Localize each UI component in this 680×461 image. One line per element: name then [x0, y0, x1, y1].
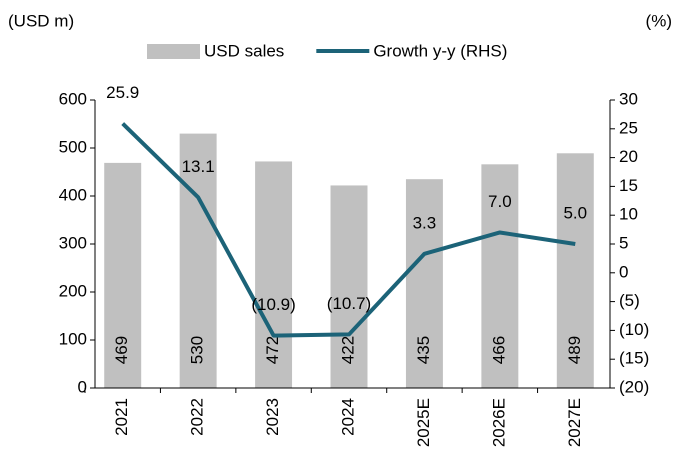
- x-tick-label: 2026E: [489, 398, 508, 447]
- y2-tick-label: (15): [619, 349, 649, 368]
- bar-value-label: 489: [565, 336, 584, 364]
- y2-axis-label: (%): [646, 11, 672, 30]
- line-value-label: 5.0: [563, 203, 587, 222]
- bar-value-label: 466: [489, 336, 508, 364]
- bar: [556, 153, 594, 388]
- bar: [330, 185, 368, 388]
- bar: [179, 133, 217, 388]
- line-value-label: 7.0: [488, 192, 512, 211]
- legend-swatch: [147, 44, 200, 59]
- y2-tick-label: (5): [619, 291, 640, 310]
- y2-tick-label: 30: [619, 89, 638, 108]
- y2-tick-label: (10): [619, 320, 649, 339]
- y-tick-label: 500: [59, 137, 87, 156]
- line-value-label: 3.3: [413, 213, 437, 232]
- y2-tick-label: 0: [619, 262, 628, 281]
- x-tick-label: 2023: [263, 398, 282, 436]
- bar: [481, 164, 519, 388]
- bar: [255, 161, 293, 388]
- legend-label: Growth y-y (RHS): [373, 41, 507, 60]
- y2-tick-label: 20: [619, 147, 638, 166]
- line-value-label: 25.9: [106, 83, 139, 102]
- x-tick-label: 2024: [338, 398, 357, 436]
- line-value-label: (10.9): [251, 295, 295, 314]
- bar: [405, 179, 443, 388]
- y-tick-label: 600: [59, 89, 87, 108]
- y-tick-label: 400: [59, 185, 87, 204]
- bar-value-label: 530: [188, 336, 207, 364]
- y-tick-label: 300: [59, 233, 87, 252]
- line-value-label: 13.1: [182, 157, 215, 176]
- bar-value-label: 472: [263, 336, 282, 364]
- y-tick-label: 0: [78, 377, 87, 396]
- bar-value-label: 469: [112, 336, 131, 364]
- y2-tick-label: 5: [619, 233, 628, 252]
- x-tick-label: 2025E: [414, 398, 433, 447]
- x-tick-label: 2021: [112, 398, 131, 436]
- y2-tick-label: 25: [619, 118, 638, 137]
- bar: [104, 162, 142, 388]
- line-value-label: (10.7): [327, 294, 371, 313]
- bar-value-label: 422: [338, 336, 357, 364]
- x-tick-label: 2022: [188, 398, 207, 436]
- y2-tick-label: 15: [619, 176, 638, 195]
- bar-value-label: 435: [414, 336, 433, 364]
- y-tick-label: 200: [59, 281, 87, 300]
- y2-tick-label: (20): [619, 377, 649, 396]
- x-tick-label: 2027E: [565, 398, 584, 447]
- legend-label: USD sales: [204, 41, 284, 60]
- y2-tick-label: 10: [619, 205, 638, 224]
- growth-line: [121, 122, 576, 338]
- y-tick-label: 100: [59, 329, 87, 348]
- y-axis-label: (USD m): [8, 11, 74, 30]
